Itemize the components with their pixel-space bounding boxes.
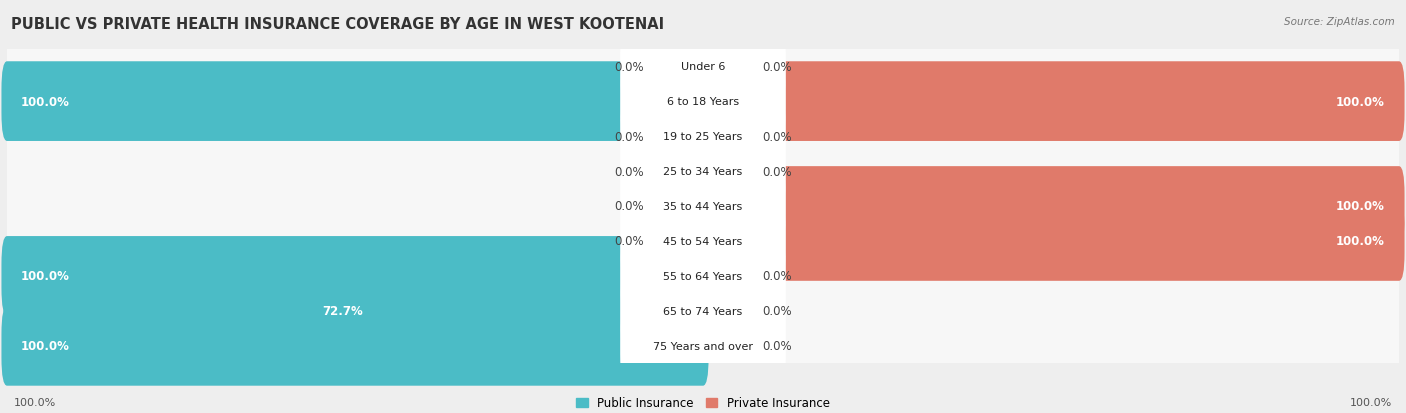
Text: 100.0%: 100.0% xyxy=(1350,397,1392,407)
FancyBboxPatch shape xyxy=(644,177,706,236)
Text: 0.0%: 0.0% xyxy=(614,235,644,248)
FancyBboxPatch shape xyxy=(6,60,1400,144)
Text: 0.0%: 0.0% xyxy=(614,61,644,74)
Text: 0.0%: 0.0% xyxy=(762,130,792,143)
FancyBboxPatch shape xyxy=(1,306,709,386)
Text: Source: ZipAtlas.com: Source: ZipAtlas.com xyxy=(1284,17,1395,26)
FancyBboxPatch shape xyxy=(700,247,762,306)
FancyBboxPatch shape xyxy=(700,142,762,201)
Text: 45 to 54 Years: 45 to 54 Years xyxy=(664,236,742,247)
FancyBboxPatch shape xyxy=(620,97,786,177)
FancyBboxPatch shape xyxy=(697,167,1405,246)
FancyBboxPatch shape xyxy=(620,306,786,386)
Text: 0.0%: 0.0% xyxy=(762,165,792,178)
Text: 100.0%: 100.0% xyxy=(21,270,70,283)
FancyBboxPatch shape xyxy=(620,202,786,281)
FancyBboxPatch shape xyxy=(700,317,762,375)
Text: 19 to 25 Years: 19 to 25 Years xyxy=(664,132,742,142)
FancyBboxPatch shape xyxy=(644,142,706,201)
Text: 0.0%: 0.0% xyxy=(614,200,644,213)
FancyBboxPatch shape xyxy=(697,202,1405,281)
FancyBboxPatch shape xyxy=(697,62,1405,142)
Legend: Public Insurance, Private Insurance: Public Insurance, Private Insurance xyxy=(571,392,835,413)
Text: 72.7%: 72.7% xyxy=(322,305,363,318)
Text: 100.0%: 100.0% xyxy=(1336,235,1385,248)
FancyBboxPatch shape xyxy=(6,235,1400,318)
FancyBboxPatch shape xyxy=(6,130,1400,214)
FancyBboxPatch shape xyxy=(700,107,762,166)
FancyBboxPatch shape xyxy=(6,304,1400,388)
Text: 0.0%: 0.0% xyxy=(762,305,792,318)
Text: 100.0%: 100.0% xyxy=(1336,95,1385,108)
Text: 0.0%: 0.0% xyxy=(762,339,792,352)
FancyBboxPatch shape xyxy=(620,27,786,107)
FancyBboxPatch shape xyxy=(191,271,709,351)
Text: Under 6: Under 6 xyxy=(681,62,725,72)
FancyBboxPatch shape xyxy=(6,25,1400,109)
Text: 100.0%: 100.0% xyxy=(14,397,56,407)
Text: 0.0%: 0.0% xyxy=(762,270,792,283)
Text: PUBLIC VS PRIVATE HEALTH INSURANCE COVERAGE BY AGE IN WEST KOOTENAI: PUBLIC VS PRIVATE HEALTH INSURANCE COVER… xyxy=(11,17,665,31)
Text: 0.0%: 0.0% xyxy=(614,165,644,178)
FancyBboxPatch shape xyxy=(6,269,1400,353)
FancyBboxPatch shape xyxy=(644,107,706,166)
FancyBboxPatch shape xyxy=(620,236,786,316)
FancyBboxPatch shape xyxy=(6,199,1400,283)
FancyBboxPatch shape xyxy=(700,38,762,96)
Text: 25 to 34 Years: 25 to 34 Years xyxy=(664,166,742,177)
FancyBboxPatch shape xyxy=(644,212,706,271)
FancyBboxPatch shape xyxy=(1,237,709,316)
FancyBboxPatch shape xyxy=(1,62,709,142)
Text: 0.0%: 0.0% xyxy=(614,130,644,143)
FancyBboxPatch shape xyxy=(620,132,786,211)
FancyBboxPatch shape xyxy=(6,95,1400,178)
Text: 100.0%: 100.0% xyxy=(21,95,70,108)
Text: 75 Years and over: 75 Years and over xyxy=(652,341,754,351)
FancyBboxPatch shape xyxy=(700,282,762,340)
FancyBboxPatch shape xyxy=(620,166,786,247)
Text: 100.0%: 100.0% xyxy=(1336,200,1385,213)
FancyBboxPatch shape xyxy=(644,38,706,96)
Text: 6 to 18 Years: 6 to 18 Years xyxy=(666,97,740,107)
FancyBboxPatch shape xyxy=(6,165,1400,248)
Text: 100.0%: 100.0% xyxy=(21,339,70,352)
Text: 55 to 64 Years: 55 to 64 Years xyxy=(664,271,742,281)
Text: 0.0%: 0.0% xyxy=(762,61,792,74)
FancyBboxPatch shape xyxy=(620,271,786,351)
Text: 65 to 74 Years: 65 to 74 Years xyxy=(664,306,742,316)
Text: 35 to 44 Years: 35 to 44 Years xyxy=(664,202,742,211)
FancyBboxPatch shape xyxy=(620,62,786,142)
